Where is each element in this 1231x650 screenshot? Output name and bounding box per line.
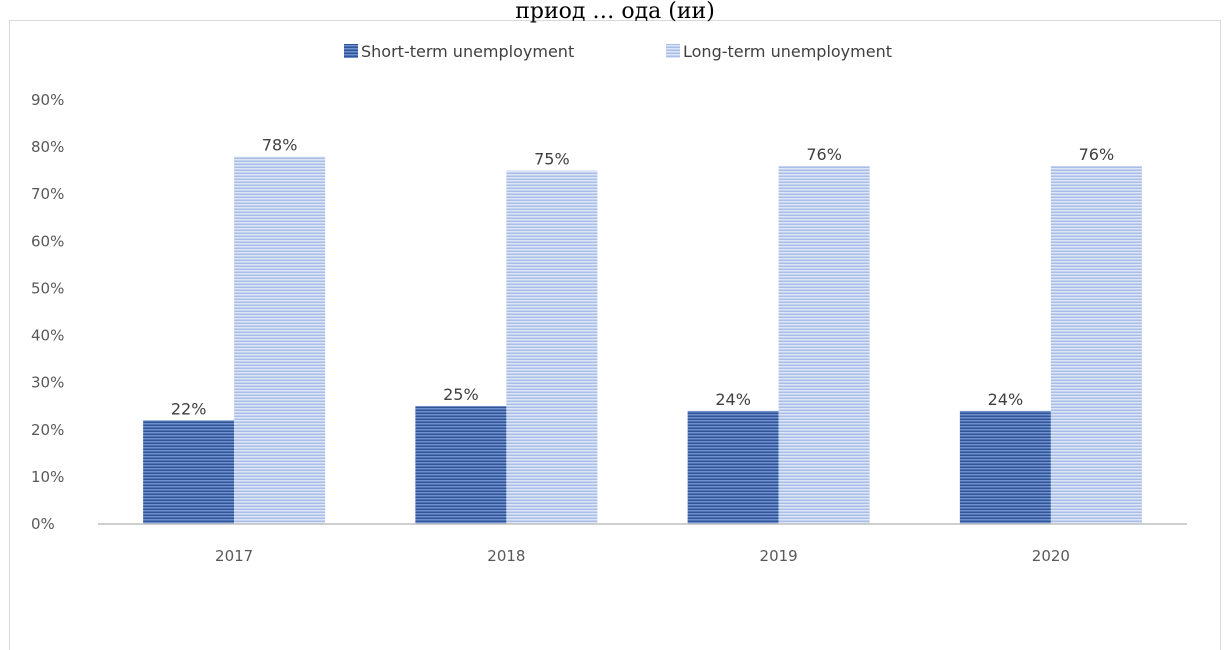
- legend-swatch-short: [344, 44, 358, 58]
- bar-long-term-2019: [778, 165, 870, 524]
- x-tick-label: 2019: [760, 547, 798, 565]
- y-tick-label: 60%: [31, 232, 64, 250]
- y-tick-label: 30%: [31, 374, 64, 392]
- y-tick-label: 80%: [31, 138, 64, 156]
- x-tick-label: 2020: [1032, 547, 1070, 565]
- data-label: 78%: [262, 136, 298, 155]
- y-tick-label: 20%: [31, 421, 64, 439]
- data-label: 75%: [534, 150, 570, 169]
- y-tick-label: 90%: [31, 91, 64, 109]
- bars: [143, 156, 1142, 525]
- x-tick-label: 2018: [487, 547, 525, 565]
- chart-frame: [9, 20, 1221, 650]
- data-label: 25%: [443, 385, 479, 404]
- y-tick-label: 70%: [31, 185, 64, 203]
- y-tick-label: 40%: [31, 327, 64, 345]
- bar-short-term-2020: [959, 410, 1051, 524]
- legend: Short-term unemployment Long-term unempl…: [344, 42, 892, 61]
- data-label: 76%: [806, 145, 842, 164]
- y-axis: 0% 10% 20% 30% 40% 50% 60% 70% 80% 90%: [31, 91, 64, 533]
- data-label: 76%: [1079, 145, 1115, 164]
- data-labels: 22% 78% 25% 75% 24% 76% 24% 76%: [171, 136, 1114, 419]
- legend-swatch-long: [666, 44, 680, 58]
- bar-long-term-2017: [234, 156, 326, 525]
- data-label: 24%: [988, 390, 1024, 409]
- bar-long-term-2018: [506, 170, 598, 524]
- bar-long-term-2020: [1050, 165, 1142, 524]
- bar-short-term-2017: [143, 420, 235, 524]
- y-tick-label: 0%: [31, 515, 55, 533]
- data-label: 22%: [171, 399, 207, 418]
- x-tick-label: 2017: [215, 547, 253, 565]
- legend-label-short: Short-term unemployment: [361, 42, 574, 61]
- clipped-title: приод … ода (ии): [515, 0, 715, 24]
- data-label: 24%: [715, 390, 751, 409]
- y-tick-label: 50%: [31, 279, 64, 297]
- legend-label-long: Long-term unemployment: [683, 42, 892, 61]
- x-axis: 2017 2018 2019 2020: [215, 547, 1070, 565]
- bar-short-term-2019: [687, 410, 779, 524]
- y-tick-label: 10%: [31, 468, 64, 486]
- bar-short-term-2018: [415, 406, 507, 524]
